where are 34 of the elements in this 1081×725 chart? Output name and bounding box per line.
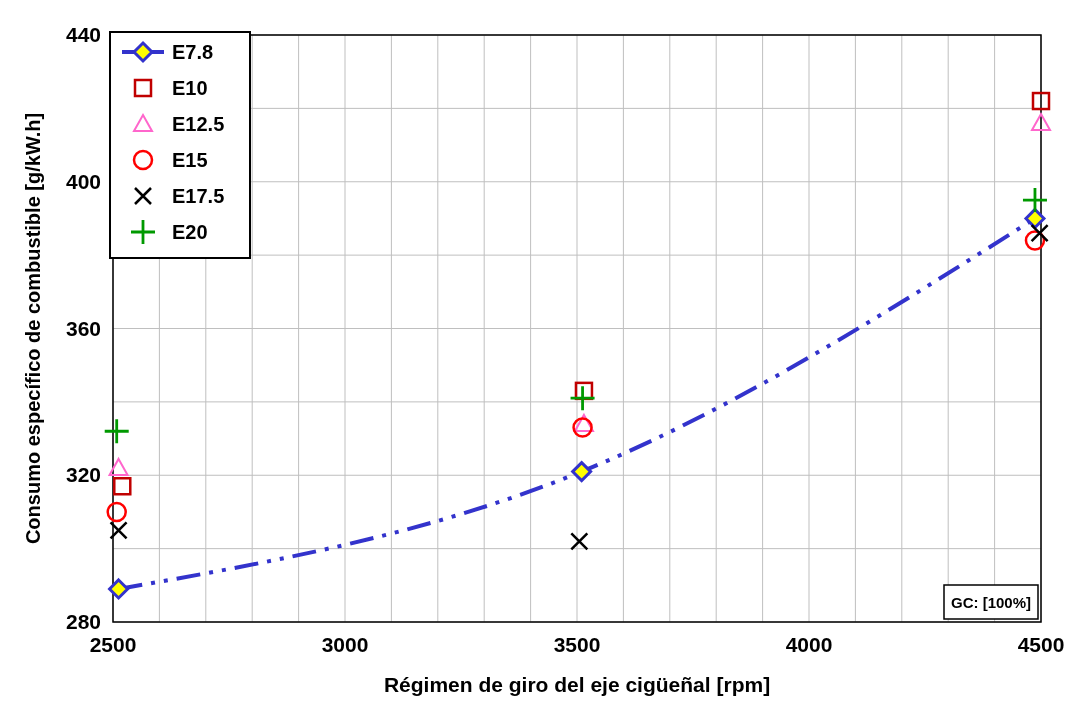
y-tick-label: 360 xyxy=(65,316,101,340)
legend-label: E17.5 xyxy=(172,185,225,207)
point xyxy=(106,501,127,523)
point xyxy=(573,413,594,432)
x-axis-title: Régimen de giro del eje cigüeñal [rpm] xyxy=(383,673,771,696)
y-tick-label: 320 xyxy=(65,463,101,487)
point xyxy=(571,461,593,483)
x-tick-label: 3000 xyxy=(321,633,369,656)
point xyxy=(1024,207,1046,229)
x-tick-label: 3500 xyxy=(553,633,601,656)
point xyxy=(1030,223,1049,243)
y-axis-title: Consumo específico de combustible [g/kW.h] xyxy=(22,112,44,545)
y-tick-label: 400 xyxy=(65,169,101,193)
legend-label: E10 xyxy=(172,77,208,99)
x-tick-label: 2500 xyxy=(89,633,137,656)
point xyxy=(108,457,129,476)
legend-label: E7.8 xyxy=(172,41,214,63)
point xyxy=(113,477,132,496)
y-tick-label: 280 xyxy=(65,610,101,633)
point xyxy=(109,521,128,540)
legend-label: E12.5 xyxy=(172,113,225,135)
legend-label: E15 xyxy=(172,149,208,171)
point xyxy=(572,417,593,438)
y-tick-label: 440 xyxy=(65,23,101,46)
point xyxy=(104,419,129,444)
x-tick-label: 4000 xyxy=(785,633,833,656)
x-tick-label: 4500 xyxy=(1017,633,1065,656)
point xyxy=(108,578,130,600)
point xyxy=(1031,113,1051,132)
legend-label: E20 xyxy=(172,221,208,243)
annotation: GC: [100%] xyxy=(950,594,1032,611)
point xyxy=(1031,91,1051,111)
point xyxy=(570,386,595,411)
point xyxy=(570,532,589,551)
